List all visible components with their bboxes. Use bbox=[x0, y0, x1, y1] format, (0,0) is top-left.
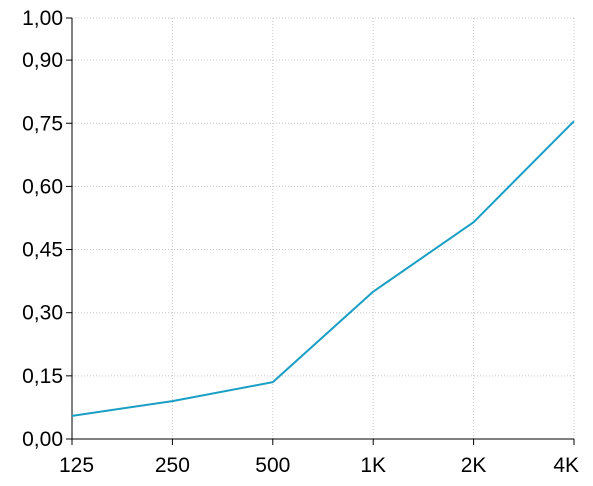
y-tick-label: 0,30 bbox=[22, 302, 63, 325]
y-tick-label: 0,75 bbox=[22, 112, 63, 135]
grid bbox=[72, 18, 574, 439]
tick-labels: 0,00 0,15 0,30 0,45 0,60 0,75 0,90 1,00 125 250 50… bbox=[22, 7, 579, 477]
x-tick-label: 2K bbox=[461, 454, 487, 477]
series bbox=[72, 121, 574, 416]
y-tick-label: 0,00 bbox=[22, 428, 63, 451]
axes bbox=[66, 18, 574, 445]
y-tick-label: 0,90 bbox=[22, 49, 63, 72]
x-tick-label: 500 bbox=[255, 454, 290, 477]
x-tick-label: 250 bbox=[155, 454, 190, 477]
y-tick-label: 1,00 bbox=[22, 7, 63, 30]
y-tick-label: 0,15 bbox=[22, 365, 63, 388]
x-tick-label: 4K bbox=[553, 454, 579, 477]
y-tick-label: 0,60 bbox=[22, 175, 63, 198]
series-line bbox=[72, 121, 574, 416]
x-tick-label: 125 bbox=[59, 454, 94, 477]
y-tick-label: 0,45 bbox=[22, 239, 63, 262]
x-tick-label: 1K bbox=[360, 454, 386, 477]
